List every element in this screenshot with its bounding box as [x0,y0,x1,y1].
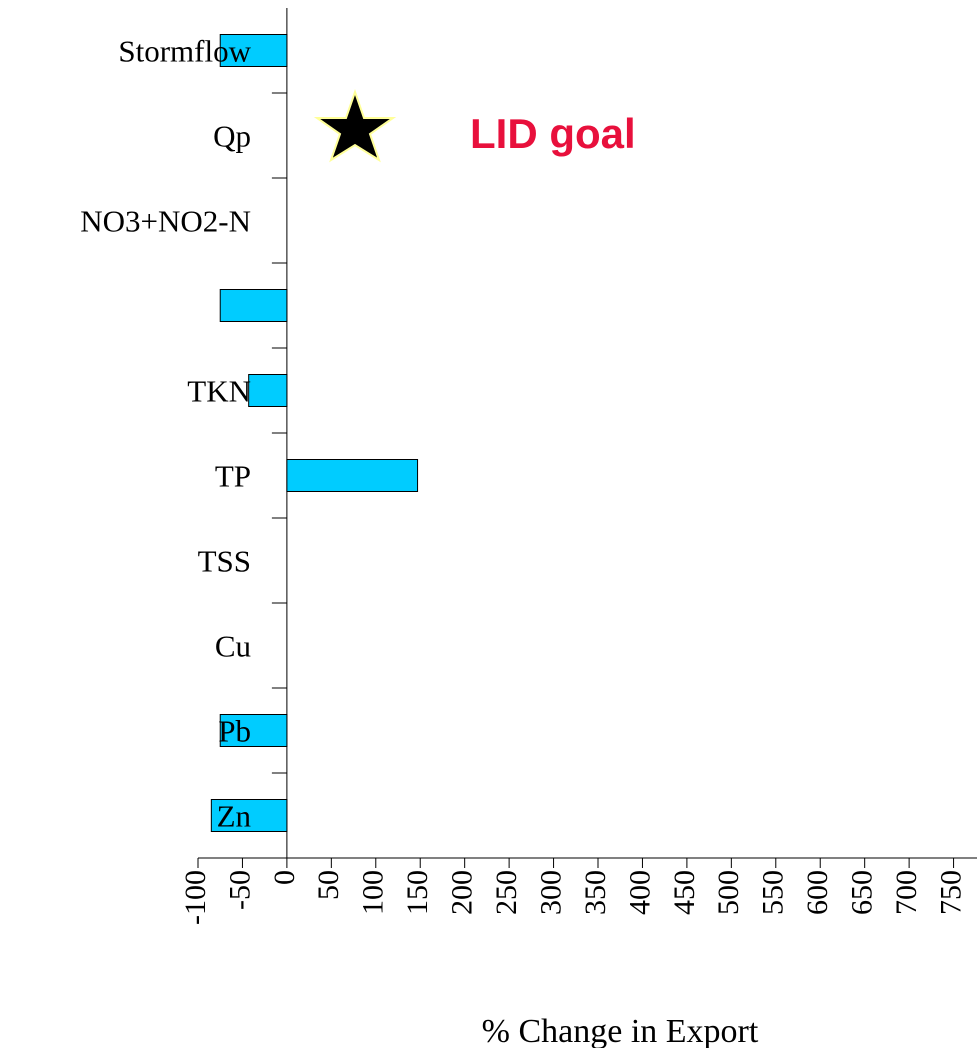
goal-star [313,88,397,163]
x-tick-label: 150 [401,870,434,915]
bar [219,289,288,322]
x-tick-label: 650 [846,870,879,915]
y-tick-label: NO3+NO2-N [80,204,251,239]
x-tick-label: -50 [223,870,256,910]
bar [219,714,288,747]
y-tick-label: Pb [218,714,251,749]
y-tick-label: Qp [213,119,251,154]
y-tick-label: TP [215,459,251,494]
x-tick-label: 500 [712,870,745,915]
x-tick-label: 450 [668,870,701,915]
bar [286,459,419,492]
x-tick-label: 750 [934,870,967,915]
x-tick-label: 50 [312,870,345,900]
bar [210,799,288,832]
x-tick-label: 600 [801,870,834,915]
y-tick-label: Stormflow [118,34,251,69]
x-tick-label: 200 [446,870,479,915]
x-tick-label: 100 [357,870,390,915]
x-tick-label: 300 [534,870,567,915]
x-tick-label: 700 [890,870,923,915]
x-tick-label: 250 [490,870,523,915]
x-tick-label: 350 [579,870,612,915]
x-tick-label: 0 [268,870,301,885]
y-tick-label: TSS [198,544,251,579]
bar [248,374,288,407]
y-tick-label: Zn [217,799,252,834]
bar [219,34,288,67]
x-tick-label: 550 [757,870,790,915]
x-tick-label: -100 [179,870,212,925]
y-tick-label: Cu [215,629,251,664]
y-tick-label: TKN [187,374,251,409]
x-tick-label: 400 [623,870,656,915]
x-axis-label: % Change in Export [482,1013,759,1048]
annotation: LID goal [470,110,636,157]
